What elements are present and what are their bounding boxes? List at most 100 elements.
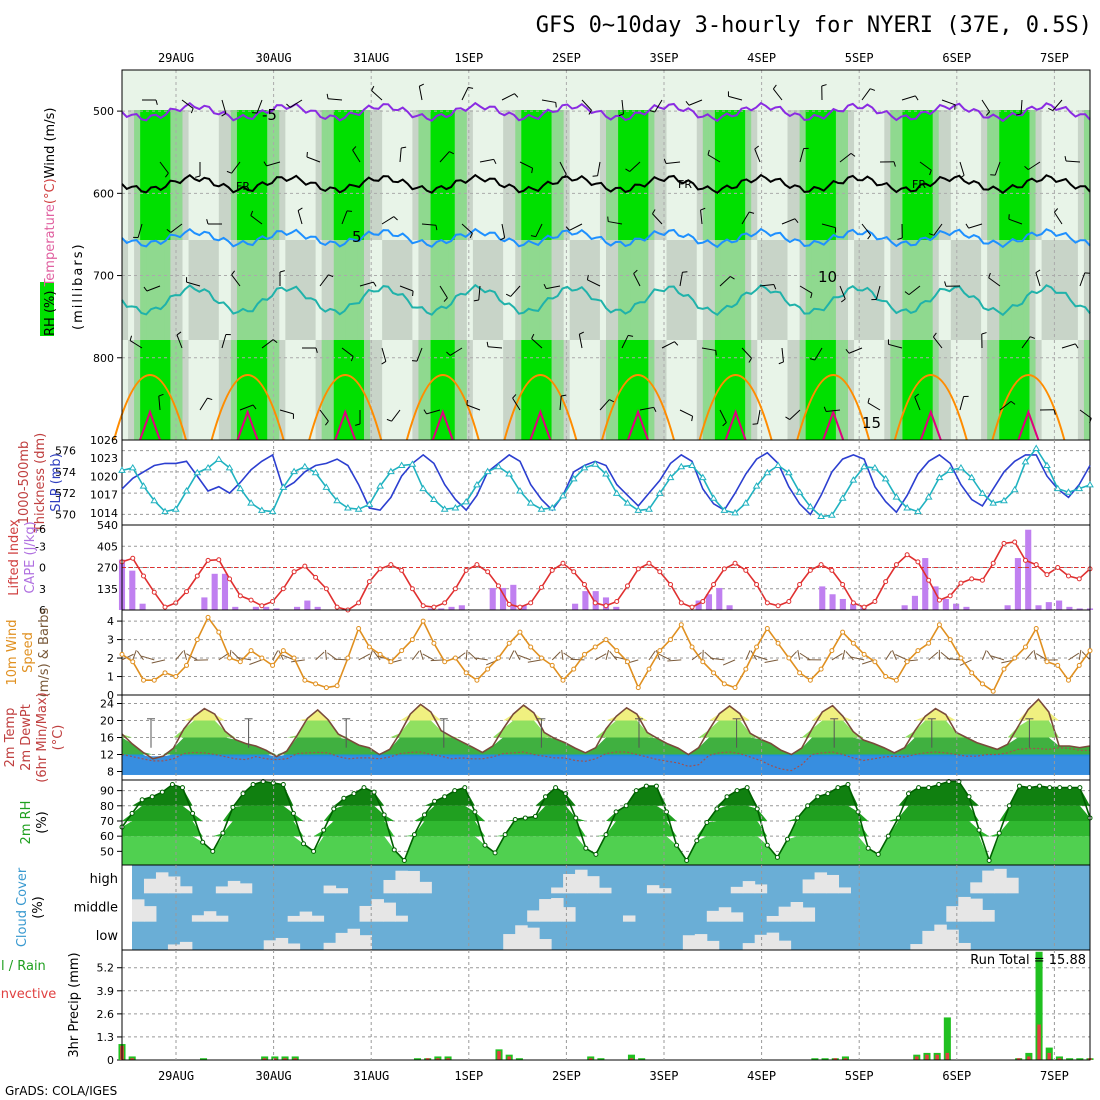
convective-bar xyxy=(1037,1024,1041,1060)
rh-band xyxy=(351,240,359,340)
cloud-block xyxy=(742,943,756,950)
rh-band xyxy=(351,340,359,440)
rh-band xyxy=(823,110,831,240)
rh-band xyxy=(279,110,286,240)
wind-barb-flag xyxy=(226,170,232,174)
rh-band xyxy=(678,240,686,340)
cape-bar xyxy=(716,587,723,610)
rh-band xyxy=(140,340,147,440)
wind-side-label: Speed xyxy=(21,632,36,673)
rh-line-point xyxy=(563,791,569,797)
wind-barb-flag xyxy=(435,225,438,231)
wind-barb-flag xyxy=(586,274,589,280)
rh-band xyxy=(799,340,807,440)
wind-barb xyxy=(994,161,1001,176)
slp-line-point xyxy=(473,480,481,488)
cloud-block xyxy=(622,915,636,922)
wind10m-line-point xyxy=(560,677,566,683)
wind10m-line-point xyxy=(969,670,975,676)
wind10m-barb xyxy=(412,650,420,661)
rh-line-point xyxy=(280,782,286,788)
li-line-point xyxy=(485,569,491,575)
wind-tick-label: 4 xyxy=(107,615,114,628)
cape-bar xyxy=(304,600,311,610)
slp-line-point xyxy=(946,466,955,473)
rh-band xyxy=(914,240,922,340)
cloud-block xyxy=(299,911,313,922)
rh-line-point xyxy=(704,820,710,825)
rh-band xyxy=(993,240,1000,340)
rh-band xyxy=(636,110,643,240)
slp-line-point xyxy=(387,467,395,475)
wind10m-line-point xyxy=(366,644,372,650)
li-line-point xyxy=(506,601,512,607)
day-label-bottom: 2SEP xyxy=(552,1069,581,1083)
rh-band xyxy=(848,240,855,340)
rh-band xyxy=(152,110,159,240)
cloud-block xyxy=(587,876,600,894)
rh-band xyxy=(188,110,196,240)
cloud-block xyxy=(730,912,744,922)
cape-bar xyxy=(448,606,455,610)
wind-barb-flag xyxy=(785,416,791,420)
rh-band xyxy=(642,340,649,440)
wind-barb-flag xyxy=(514,93,519,98)
li-line-point xyxy=(1001,540,1007,546)
li-line-point xyxy=(840,582,846,587)
li-line-point xyxy=(205,557,211,563)
rh-line-point xyxy=(553,785,559,791)
rh-band xyxy=(660,240,668,340)
rh-line-point xyxy=(1006,803,1012,809)
rh-band xyxy=(521,110,528,240)
cape-bar xyxy=(963,606,970,610)
rh-band xyxy=(140,110,147,240)
wind-barb-flag xyxy=(778,361,784,365)
day-label-bottom: 30AUG xyxy=(256,1069,292,1083)
rh-band xyxy=(799,240,807,340)
rh-band xyxy=(1029,340,1037,440)
li-line-point xyxy=(625,583,631,589)
cloud-block xyxy=(682,935,696,950)
cape-side-label: Lifted Index xyxy=(7,519,22,596)
slp-line-point xyxy=(247,499,255,506)
cloud-block xyxy=(335,932,349,950)
rh-tick-label: 90 xyxy=(100,785,114,798)
temp-tick-label: 8 xyxy=(107,766,114,779)
wind-barb-flag xyxy=(543,283,547,289)
isotherm-label: 15 xyxy=(862,414,881,432)
rh-band xyxy=(1011,340,1018,440)
thickness-line xyxy=(121,451,1091,516)
rh-band xyxy=(1071,340,1079,440)
precip-bar xyxy=(627,1054,636,1060)
cloud-level-label: high xyxy=(90,872,118,887)
rh-band xyxy=(684,110,692,240)
wind-barb xyxy=(199,397,208,411)
wind10m-barb xyxy=(1025,651,1034,661)
li-line-point xyxy=(603,603,609,609)
wind-barb xyxy=(186,281,201,287)
convective-bar xyxy=(293,1058,297,1060)
wind-barb xyxy=(728,95,743,101)
wind-barb-flag xyxy=(326,93,329,99)
rh-band xyxy=(521,340,528,440)
rh-band xyxy=(376,110,383,240)
rh-band xyxy=(170,340,178,440)
rh-band xyxy=(200,340,208,440)
convective-bar xyxy=(1047,1052,1052,1060)
cloud-block xyxy=(539,899,552,922)
wind-barb-flag xyxy=(609,399,615,403)
li-line-point xyxy=(474,562,480,568)
rh-band xyxy=(370,340,377,440)
wind10m-line-point xyxy=(689,644,695,650)
wind-barb xyxy=(158,396,161,411)
wind10m-line-point xyxy=(237,659,243,665)
wind-barb-flag xyxy=(1016,113,1022,116)
li-line-point xyxy=(431,604,437,610)
wind-barb xyxy=(559,396,562,411)
wind10m-line-point xyxy=(603,637,609,643)
wind10m-barb xyxy=(990,655,1005,661)
rh-band xyxy=(394,240,401,340)
wind-barb-flag xyxy=(850,152,856,157)
wind-barb-flag xyxy=(190,108,194,114)
wind-barb xyxy=(914,396,921,411)
